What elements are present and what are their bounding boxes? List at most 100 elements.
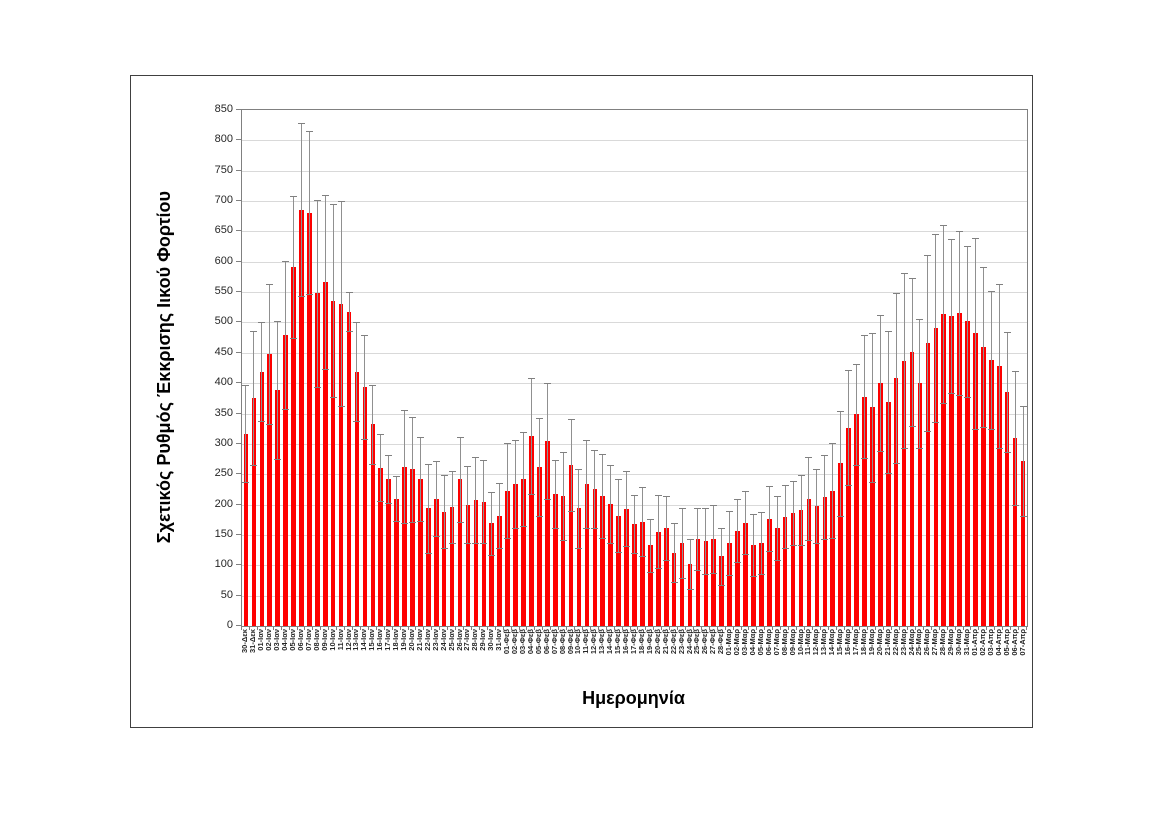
y-tick-label: 850	[214, 103, 233, 115]
error-bar-cap	[789, 545, 797, 547]
error-bar-cap	[599, 454, 607, 456]
error-bar	[316, 199, 318, 387]
error-bar	[982, 267, 984, 428]
error-bar	[634, 495, 635, 553]
y-tick-mark	[236, 260, 241, 262]
bar	[354, 371, 360, 626]
error-bar	[253, 330, 255, 465]
error-bar	[998, 283, 1000, 448]
error-bar	[261, 321, 263, 422]
error-bar-cap	[377, 500, 385, 502]
bar	[663, 528, 669, 626]
error-bar	[681, 507, 683, 579]
error-bar	[300, 122, 302, 297]
x-tick-label: 07-Απρ	[1018, 629, 1027, 661]
error-bar-cap	[559, 452, 567, 454]
error-bar-cap	[401, 523, 409, 525]
bar	[989, 360, 994, 626]
error-bar-cap	[805, 456, 813, 458]
x-tick-mark	[470, 626, 472, 630]
error-bar-cap	[591, 449, 599, 451]
error-bar-cap	[813, 469, 821, 471]
error-bar-cap	[749, 514, 757, 516]
error-bar-cap	[948, 393, 956, 395]
error-bar-cap	[432, 536, 440, 538]
x-tick-mark	[621, 626, 623, 630]
bar	[449, 507, 455, 626]
error-bar-cap	[432, 460, 440, 462]
x-tick-mark	[899, 626, 901, 630]
x-tick-label-text: 07-Απρ	[1017, 629, 1027, 656]
error-bar-cap	[512, 439, 520, 441]
error-bar-cap	[361, 334, 369, 336]
error-bar-cap	[385, 454, 393, 456]
error-bar	[459, 436, 461, 522]
x-tick-mark	[566, 626, 568, 630]
x-tick-mark	[447, 626, 449, 630]
x-tick-mark	[455, 626, 457, 630]
error-bar-cap	[995, 447, 1003, 449]
bar	[410, 469, 415, 626]
error-bar-cap	[393, 520, 401, 522]
x-tick-mark	[891, 626, 893, 630]
error-bar-cap	[702, 573, 710, 575]
error-bar	[768, 485, 770, 552]
x-tick-mark	[819, 626, 821, 630]
bar	[901, 360, 907, 626]
x-tick-mark	[685, 626, 687, 630]
bar	[283, 334, 288, 626]
error-bar	[324, 194, 326, 369]
bar	[513, 483, 518, 626]
error-bar-cap	[686, 539, 694, 541]
error-bar-cap	[424, 552, 432, 554]
bar	[822, 496, 828, 626]
error-bar	[570, 418, 572, 512]
y-tick-label: 150	[214, 527, 233, 540]
error-bar	[419, 437, 421, 521]
error-bar-cap	[773, 560, 781, 562]
bar	[552, 494, 558, 626]
bar	[576, 508, 582, 626]
error-bar-cap	[369, 384, 377, 386]
bar	[933, 327, 939, 626]
error-bar	[427, 463, 429, 553]
error-bar-cap	[583, 440, 591, 442]
x-tick-mark	[423, 626, 425, 630]
x-tick-mark	[986, 626, 988, 630]
bar	[782, 516, 788, 626]
error-bar-cap	[829, 443, 837, 445]
bar	[981, 347, 986, 626]
error-bar-cap	[472, 543, 480, 545]
error-bar-cap	[337, 406, 345, 408]
bar	[790, 513, 796, 626]
error-bar-cap	[337, 201, 345, 203]
bar	[243, 433, 249, 626]
error-bar-cap	[956, 231, 964, 233]
error-bar-cap	[623, 471, 631, 473]
error-bar	[713, 505, 715, 574]
error-bar-cap	[297, 122, 305, 124]
y-tick-mark	[236, 533, 241, 535]
error-bar-cap	[829, 537, 837, 539]
error-bar	[332, 204, 334, 398]
x-tick-mark	[1026, 626, 1027, 630]
error-bar	[784, 485, 786, 549]
bar	[433, 498, 439, 626]
error-bar	[760, 512, 762, 575]
error-bar	[356, 322, 358, 421]
error-bar-cap	[440, 475, 448, 477]
error-bar-cap	[940, 224, 948, 226]
error-bar-cap	[853, 363, 861, 365]
error-bar-cap	[924, 255, 932, 257]
x-tick-mark	[502, 626, 504, 630]
error-bar-cap	[805, 540, 813, 542]
x-tick-mark	[867, 626, 869, 630]
bar	[743, 522, 748, 626]
error-bar	[816, 469, 818, 544]
error-bar	[562, 452, 564, 540]
error-bar	[507, 443, 509, 538]
error-bar-cap	[416, 437, 424, 439]
error-bar-cap	[1019, 516, 1027, 518]
error-bar	[554, 460, 556, 529]
error-bar-cap	[321, 368, 329, 370]
